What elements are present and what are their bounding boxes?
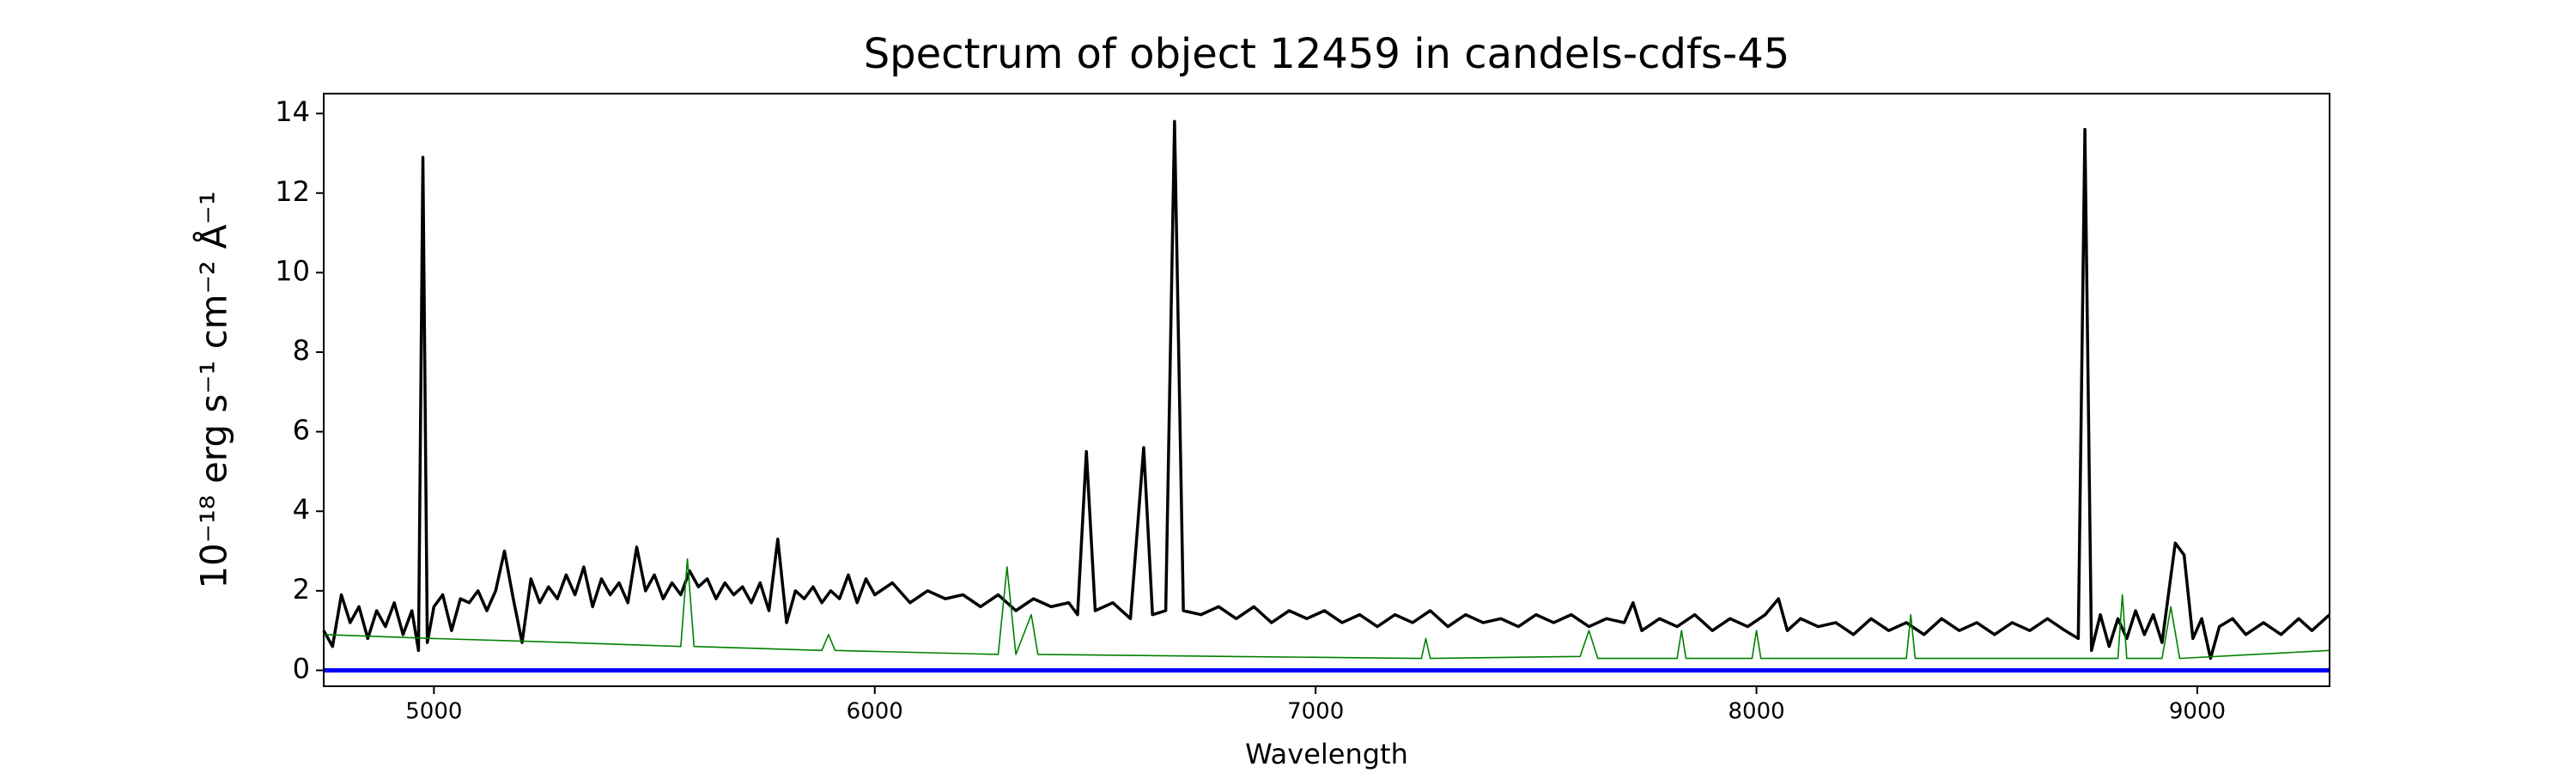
x-tick-label: 5000 bbox=[405, 699, 462, 725]
series-line bbox=[323, 558, 2330, 660]
y-tick-label: 10 bbox=[275, 254, 310, 287]
x-tick-label: 6000 bbox=[847, 699, 903, 725]
series-line bbox=[322, 119, 2331, 660]
y-tick-label: 8 bbox=[293, 334, 310, 367]
x-tick-label: 7000 bbox=[1287, 699, 1344, 725]
y-tick-label: 0 bbox=[293, 652, 310, 685]
y-tick-label: 14 bbox=[275, 95, 310, 128]
y-axis-label: 10⁻¹⁸ erg s⁻¹ cm⁻² Å⁻¹ bbox=[192, 191, 235, 588]
y-tick-label: 2 bbox=[293, 573, 310, 606]
y-tick-label: 4 bbox=[293, 493, 310, 526]
chart-title: Spectrum of object 12459 in candels-cdfs… bbox=[864, 30, 1790, 78]
x-tick-label: 9000 bbox=[2169, 699, 2226, 725]
y-tick-label: 6 bbox=[293, 414, 310, 447]
x-axis-label: Wavelength bbox=[1245, 738, 1408, 770]
x-tick-label: 8000 bbox=[1728, 699, 1784, 725]
y-tick-label: 12 bbox=[275, 175, 310, 208]
plot-frame bbox=[323, 93, 2330, 687]
